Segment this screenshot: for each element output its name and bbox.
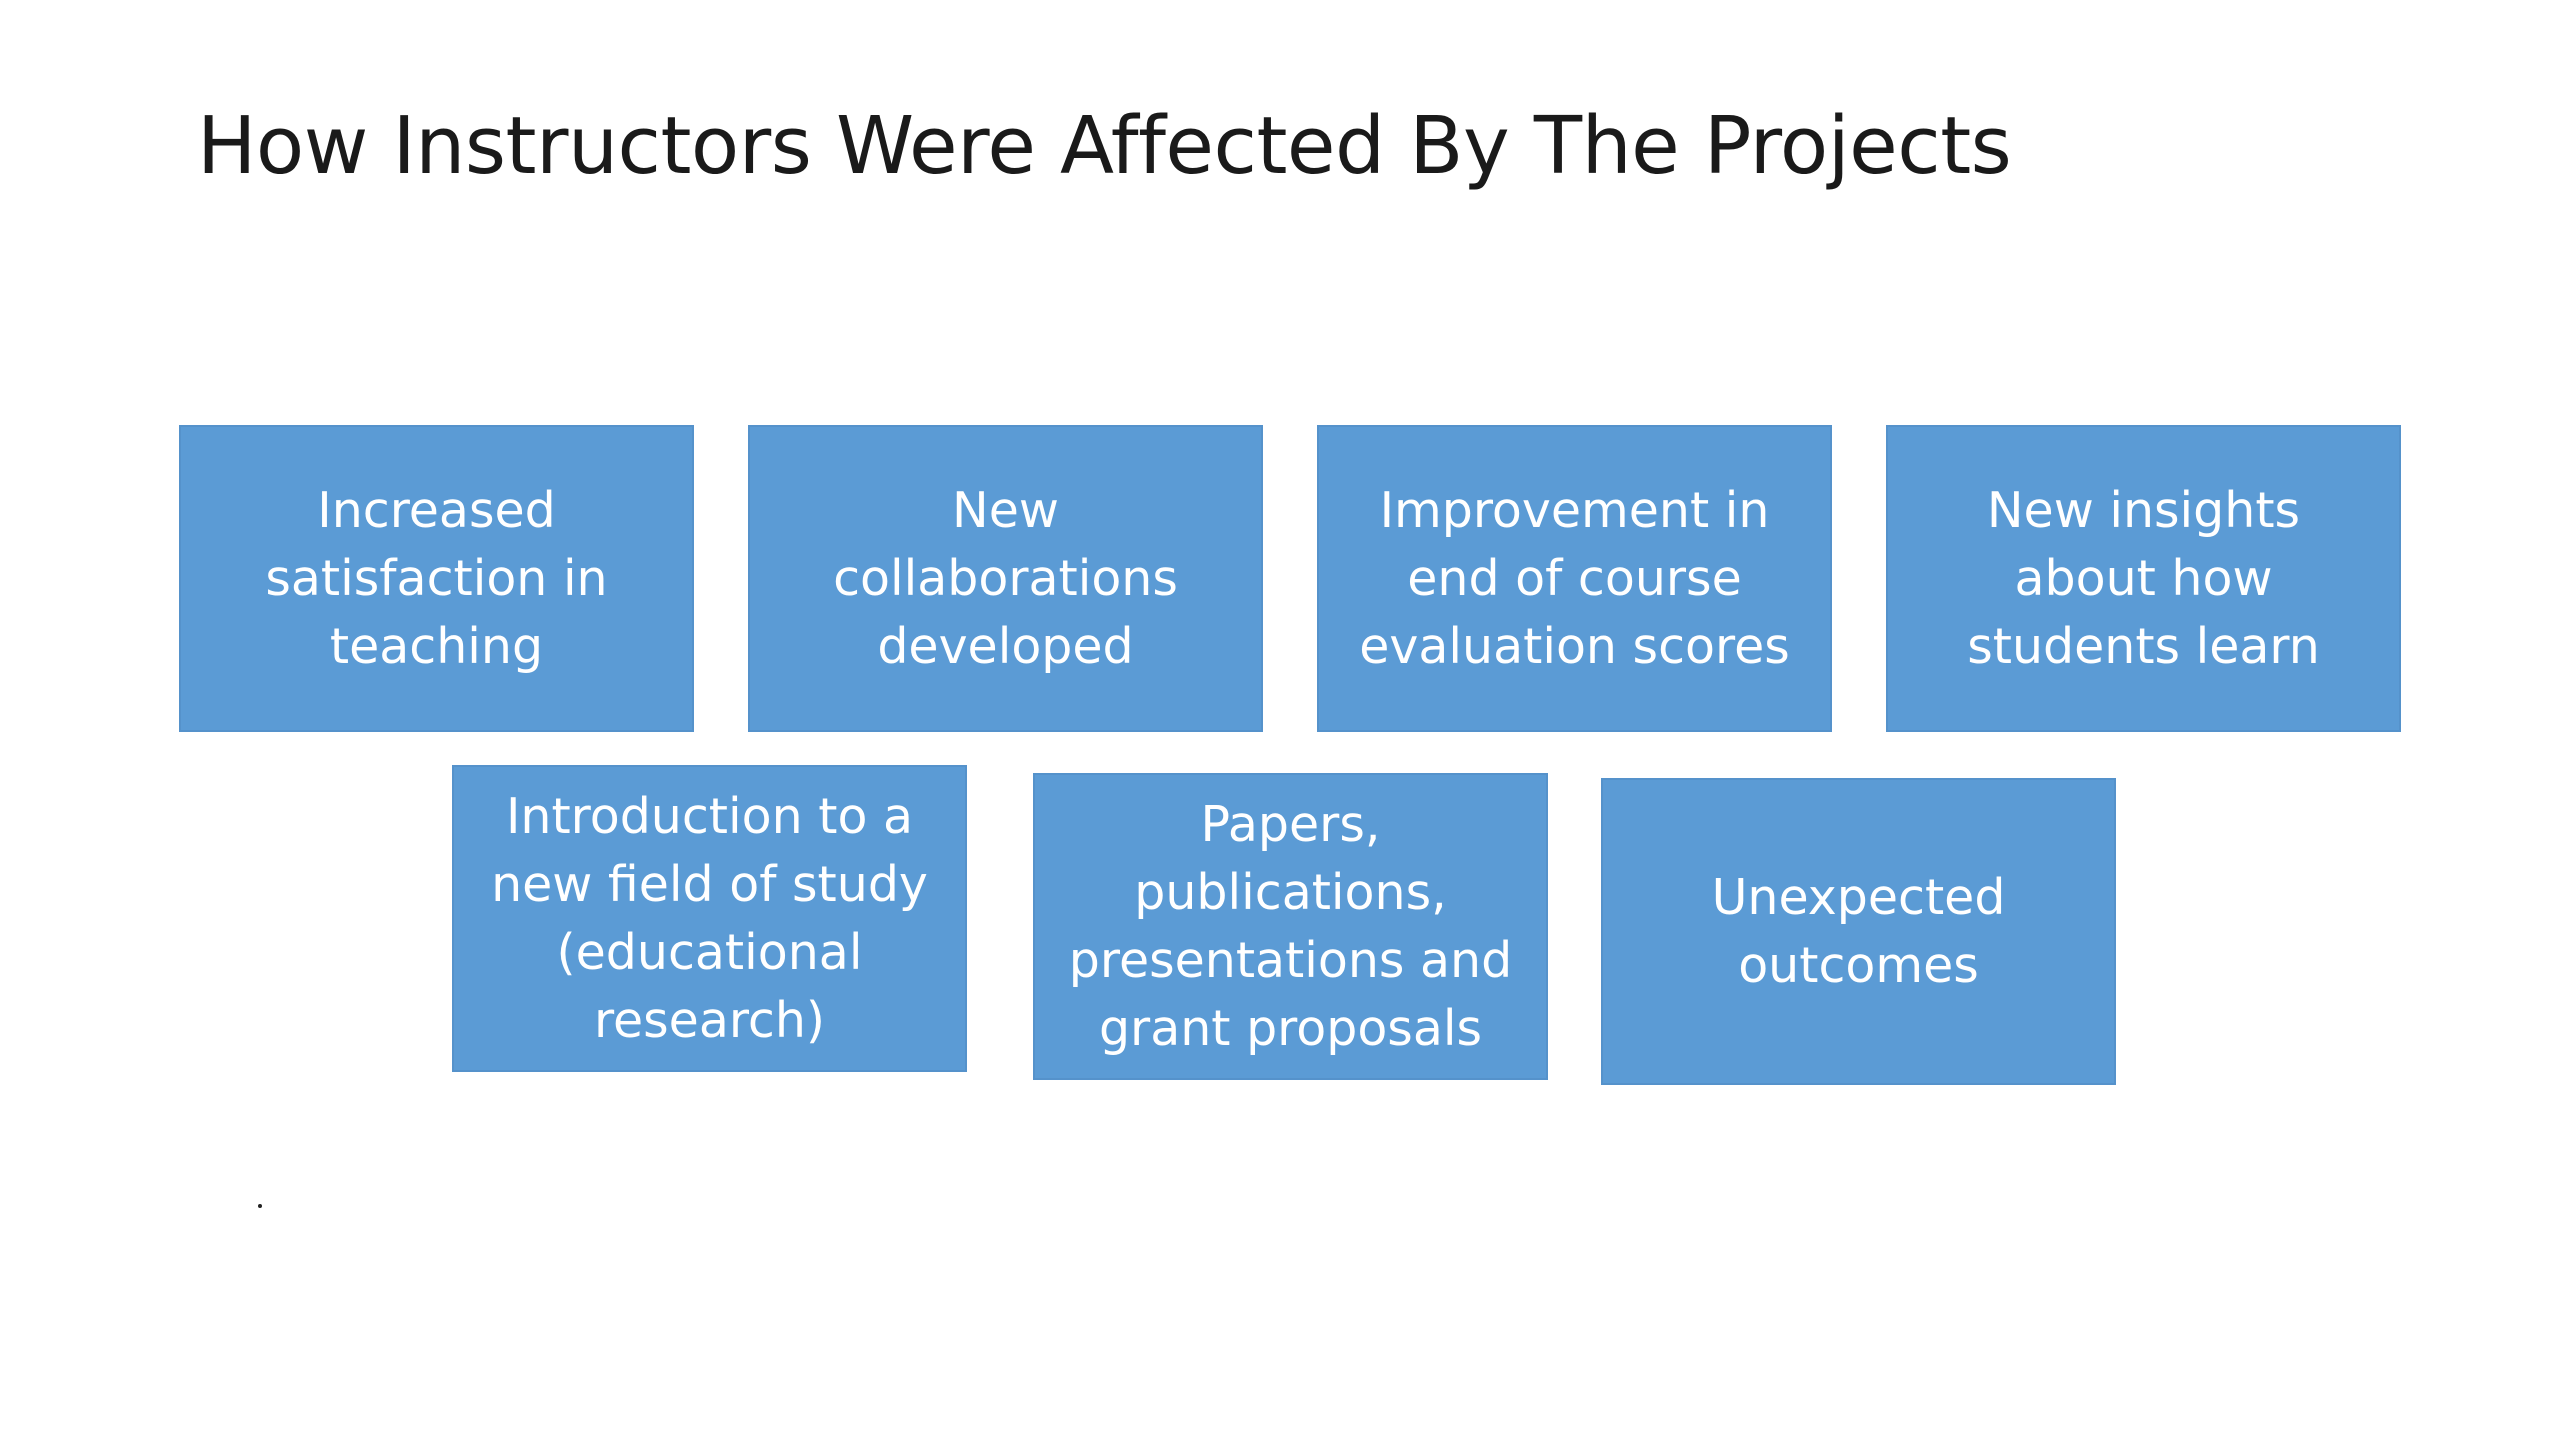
box-introduction-field: Introduction to a new field of study (ed… (452, 765, 967, 1072)
slide-title: How Instructors Were Affected By The Pro… (197, 100, 2012, 192)
bullet-dot (258, 1204, 262, 1208)
box-new-insights: New insights about how students learn (1886, 425, 2401, 732)
box-new-collaborations: New collaborations developed (748, 425, 1263, 732)
box-papers-publications: Papers, publications, presentations and … (1033, 773, 1548, 1080)
box-improvement-evaluation: Improvement in end of course evaluation … (1317, 425, 1832, 732)
box-increased-satisfaction: Increased satisfaction in teaching (179, 425, 694, 732)
box-unexpected-outcomes: Unexpected outcomes (1601, 778, 2116, 1085)
